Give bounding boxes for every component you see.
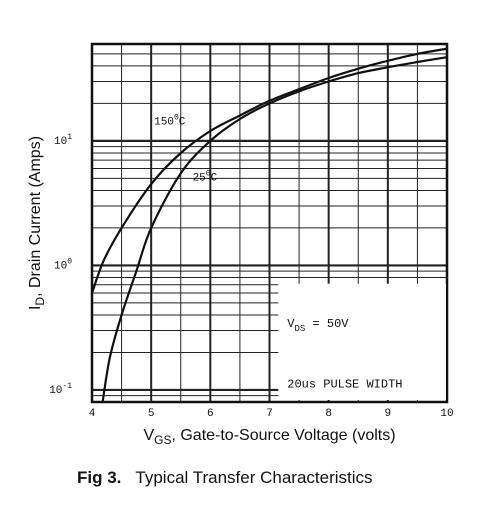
figure-title: Typical Transfer Characteristics [135, 468, 373, 487]
tick-labels: 4 5 6 7 8 9 10 10-1 100 101 [49, 133, 453, 420]
legend: VDS = 50V 20us PULSE WIDTH [278, 283, 446, 400]
label-150c: 1500C [154, 114, 186, 129]
plot-frame [90, 42, 449, 404]
x-tick-label: 10 [440, 408, 453, 420]
x-tick-label: 4 [89, 408, 96, 420]
x-tick-label: 7 [266, 408, 273, 420]
x-axis-label: VGS, Gate-to-Source Voltage (volts) [143, 427, 395, 447]
y-axis-label: ID, Drain Current (Amps) [27, 136, 47, 310]
legend-background [278, 283, 446, 400]
legend-vds: VDS = 50V [287, 317, 349, 334]
x-tick-label: 8 [325, 408, 332, 420]
x-tick-label: 6 [207, 408, 214, 420]
label-25c: 250C [193, 170, 218, 185]
legend-pulse-width: 20us PULSE WIDTH [287, 377, 402, 391]
y-tick-label: 101 [54, 133, 72, 148]
series-line-150c [90, 47, 448, 294]
x-tick-label: 9 [385, 408, 392, 420]
curves [90, 47, 448, 403]
figure-caption: Fig 3. Typical Transfer Characteristics [77, 468, 373, 488]
x-tick-label: 5 [148, 408, 155, 420]
figure-number: Fig 3. [77, 468, 122, 487]
series-line-25c [101, 56, 448, 403]
y-tick-label: 10-1 [49, 382, 72, 397]
y-tick-label: 100 [54, 257, 72, 272]
